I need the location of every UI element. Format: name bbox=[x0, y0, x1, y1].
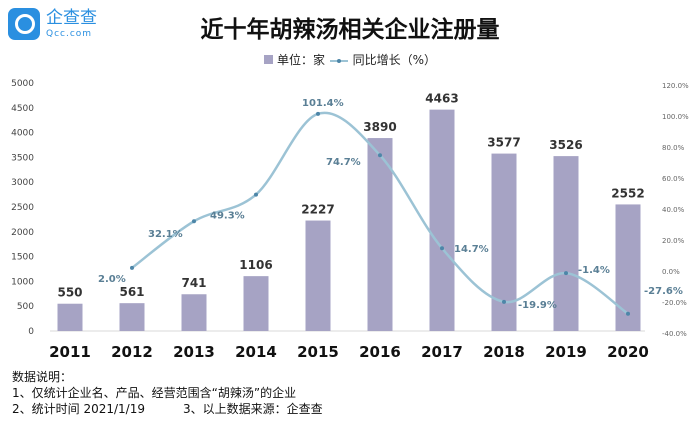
bar-2014 bbox=[243, 276, 269, 331]
notes-line-2a: 2、统计时间 2021/1/19 bbox=[12, 402, 145, 416]
legend-line-label: 同比增长（%） bbox=[352, 53, 437, 67]
left-tick-label: 3500 bbox=[11, 153, 34, 163]
left-tick-label: 0 bbox=[28, 327, 34, 337]
growth-value-label: -27.6% bbox=[644, 286, 683, 297]
growth-point bbox=[502, 299, 506, 304]
category-label: 2019 bbox=[545, 343, 587, 361]
bar-value-label: 2227 bbox=[301, 203, 334, 217]
growth-value-label: 14.7% bbox=[454, 244, 489, 255]
right-tick-label: 80.0% bbox=[662, 144, 685, 152]
bar-value-label: 741 bbox=[181, 276, 206, 290]
left-tick-label: 2500 bbox=[11, 203, 34, 213]
legend-line-swatch bbox=[329, 58, 348, 63]
left-tick-label: 4000 bbox=[11, 129, 34, 139]
right-tick-label: 120.0% bbox=[662, 82, 689, 90]
growth-point bbox=[440, 246, 444, 251]
left-tick-label: 1500 bbox=[11, 253, 34, 263]
right-tick-label: 100.0% bbox=[662, 113, 689, 121]
qcc-logo-icon bbox=[8, 8, 40, 40]
right-tick-label: 20.0% bbox=[662, 237, 685, 245]
growth-value-label: 74.7% bbox=[326, 157, 361, 168]
bar-2016 bbox=[367, 138, 393, 331]
bar-value-label: 3577 bbox=[487, 136, 520, 150]
legend-bar-label: 单位：家 bbox=[276, 53, 325, 67]
notes-line-2b: 3、以上数据来源：企查查 bbox=[182, 402, 323, 416]
category-label: 2017 bbox=[421, 343, 463, 361]
category-label: 2018 bbox=[483, 343, 525, 361]
left-tick-label: 1000 bbox=[11, 277, 34, 287]
chart-title: 近十年胡辣汤相关企业注册量 bbox=[200, 17, 500, 43]
bar-2011 bbox=[57, 303, 83, 331]
left-tick-label: 3000 bbox=[11, 178, 34, 188]
growth-point bbox=[626, 311, 630, 316]
bar-value-label: 3890 bbox=[363, 120, 396, 134]
growth-value-label: 49.3% bbox=[210, 211, 245, 222]
bar-2020 bbox=[615, 204, 641, 331]
right-tick-label: -20.0% bbox=[662, 299, 687, 307]
bar-value-label: 550 bbox=[57, 286, 82, 300]
legend: 单位：家 同比增长（%） bbox=[0, 51, 700, 68]
bar-2012 bbox=[119, 303, 145, 331]
left-tick-label: 500 bbox=[17, 302, 34, 312]
growth-point bbox=[378, 153, 382, 158]
notes-line-1: 1、仅统计企业名、产品、经营范围含“胡辣汤”的企业 bbox=[12, 386, 297, 400]
data-notes: 数据说明： 1、仅统计企业名、产品、经营范围含“胡辣汤”的企业 2、统计时间 2… bbox=[12, 369, 323, 417]
right-tick-label: 0.0% bbox=[662, 268, 680, 276]
growth-value-label: -1.4% bbox=[578, 265, 610, 276]
bar-value-label: 1106 bbox=[239, 258, 272, 272]
logo-domain: Qcc.com bbox=[46, 28, 93, 39]
left-tick-label: 2000 bbox=[11, 228, 34, 238]
bar-value-label: 2552 bbox=[611, 186, 644, 200]
left-tick-label: 5000 bbox=[11, 79, 34, 89]
left-tick-label: 4500 bbox=[11, 104, 34, 114]
growth-point bbox=[130, 265, 134, 270]
bar-2013 bbox=[181, 294, 207, 331]
growth-point bbox=[316, 111, 320, 116]
bar-value-label: 3526 bbox=[549, 138, 582, 152]
growth-point bbox=[192, 219, 196, 224]
notes-heading: 数据说明： bbox=[12, 370, 73, 384]
bar-2018 bbox=[491, 153, 517, 331]
growth-value-label: -19.9% bbox=[518, 300, 557, 311]
category-label: 2012 bbox=[111, 343, 153, 361]
bar-value-label: 4463 bbox=[425, 92, 458, 106]
growth-value-label: 2.0% bbox=[98, 274, 126, 285]
right-tick-label: -40.0% bbox=[662, 330, 687, 338]
bar-2017 bbox=[429, 109, 455, 332]
legend-bar-swatch bbox=[263, 55, 273, 64]
category-label: 2011 bbox=[49, 343, 91, 361]
bar-2019 bbox=[553, 156, 579, 331]
logo-name: 企查查 bbox=[46, 7, 97, 28]
category-label: 2013 bbox=[173, 343, 215, 361]
growth-point bbox=[564, 271, 568, 276]
category-label: 2016 bbox=[359, 343, 401, 361]
right-tick-label: 60.0% bbox=[662, 175, 685, 183]
qcc-logo: 企查查 Qcc.com bbox=[8, 8, 97, 40]
growth-value-label: 32.1% bbox=[148, 229, 183, 240]
growth-value-label: 101.4% bbox=[302, 98, 344, 109]
category-label: 2015 bbox=[297, 343, 339, 361]
bar-value-label: 561 bbox=[119, 285, 144, 299]
growth-point bbox=[254, 192, 258, 197]
bar-2015 bbox=[305, 220, 331, 331]
right-tick-label: 40.0% bbox=[662, 206, 685, 214]
category-label: 2020 bbox=[607, 343, 649, 361]
category-label: 2014 bbox=[235, 343, 277, 361]
